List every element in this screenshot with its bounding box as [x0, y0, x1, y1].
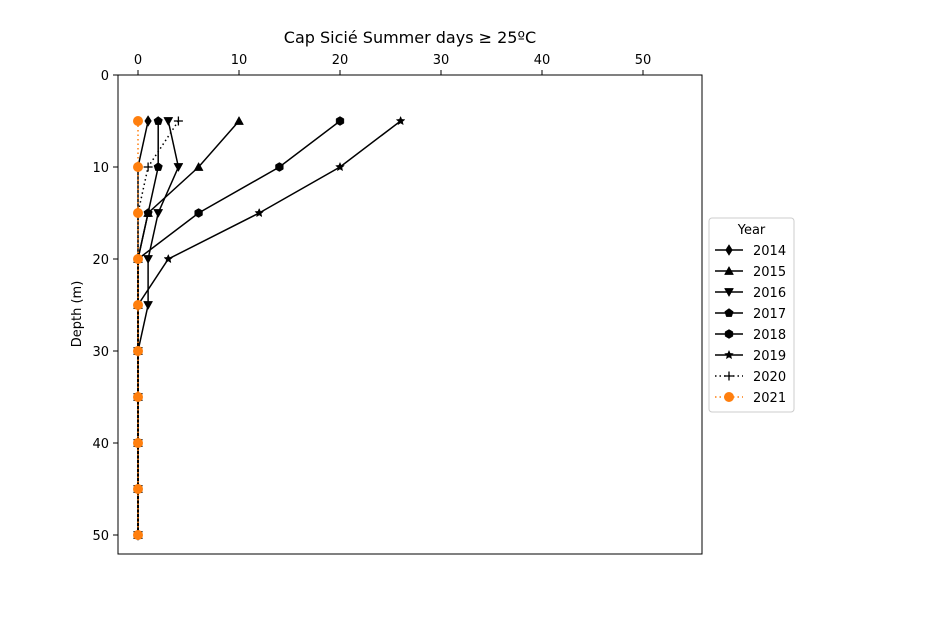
x-tick-label: 20	[332, 53, 349, 68]
legend-label: 2015	[753, 265, 786, 280]
legend-item-2017: 2017	[715, 307, 786, 322]
data-point-2020-5	[173, 116, 183, 126]
legend-marker-plus	[724, 371, 734, 381]
data-point-2014-5	[144, 115, 152, 127]
data-point-2018-10	[275, 162, 284, 172]
data-point-2021-10	[133, 162, 143, 172]
data-point-2020-10	[143, 162, 153, 172]
y-axis-label: Depth (m)	[70, 281, 85, 348]
y-tick-label: 50	[92, 529, 109, 544]
series-line-2020	[137, 120, 180, 535]
series-line-2017	[137, 121, 159, 535]
data-point-2017-5	[153, 116, 163, 125]
legend-label: 2014	[753, 244, 786, 259]
legend-item-2020: 2020	[715, 370, 786, 385]
series-line-2015	[137, 120, 240, 535]
legend-item-2021: 2021	[715, 391, 786, 406]
data-point-2021-50	[133, 530, 143, 540]
plot-area: 0 10 20 30 40 50 0 10 20 30 40 50	[92, 53, 703, 555]
data-point-2021-5	[133, 116, 143, 126]
legend-marker-triangle-down	[724, 288, 734, 298]
data-point-2016-5	[163, 117, 174, 127]
data-point-2019-15	[254, 207, 265, 218]
legend-marker-hexagon	[724, 329, 734, 339]
legend-item-2018: 2018	[715, 328, 786, 343]
legend-item-2019: 2019	[715, 349, 786, 364]
data-point-2015-5	[234, 115, 244, 125]
data-point-2016-25	[143, 301, 154, 311]
legend-marker-star	[724, 349, 734, 360]
legend-marker-triangle-up	[724, 265, 734, 275]
data-point-2017-10	[153, 162, 163, 171]
series-2019	[133, 115, 406, 540]
data-point-2019-10	[335, 161, 345, 172]
x-tick-label: 30	[433, 53, 450, 68]
series-line-2019	[137, 120, 402, 535]
legend-item-2016: 2016	[715, 286, 786, 301]
data-point-2021-15	[133, 208, 143, 218]
series-line-2018	[137, 120, 341, 535]
legend-label: 2017	[753, 307, 786, 322]
y-tick-label: 10	[92, 161, 109, 176]
data-point-2016-20	[143, 255, 154, 265]
legend-marker-pentagon	[724, 308, 734, 317]
legend-marker-diamond	[725, 244, 733, 256]
data-point-2016-15	[153, 209, 164, 219]
legend-item-2014: 2014	[715, 244, 786, 259]
y-tick-label: 20	[92, 253, 109, 268]
y-tick-label: 0	[101, 69, 109, 84]
series-line-2016	[137, 120, 180, 535]
data-point-2019-5	[395, 115, 406, 126]
plot-frame	[117, 74, 703, 555]
legend-title: Year	[737, 223, 766, 238]
data-point-2015-10	[193, 161, 204, 171]
y-tick-label: 30	[92, 345, 109, 360]
legend-label: 2021	[753, 391, 786, 406]
legend-label: 2020	[753, 370, 786, 385]
y-tick-label: 40	[92, 437, 109, 452]
data-point-2021-45	[133, 484, 143, 494]
data-point-2021-35	[133, 392, 143, 402]
x-tick-label: 50	[635, 53, 652, 68]
x-tick-label: 10	[231, 53, 248, 68]
legend-item-2015: 2015	[715, 265, 786, 280]
series-2016	[133, 117, 184, 541]
series-2018	[133, 116, 345, 540]
data-point-2019-20	[163, 253, 174, 264]
chart-title: Cap Sicié Summer days ≥ 25ºC	[284, 28, 536, 47]
series-2020	[133, 116, 183, 540]
data-point-2016-10	[173, 163, 184, 173]
series-2021	[133, 116, 143, 540]
legend-frame	[708, 217, 795, 413]
data-point-2017-15	[143, 208, 153, 217]
legend-label: 2016	[753, 286, 786, 301]
legend-label: 2018	[753, 328, 786, 343]
data-point-2021-30	[133, 346, 143, 356]
data-point-2018-5	[335, 116, 345, 126]
data-point-2021-40	[133, 438, 143, 448]
data-point-2021-20	[133, 254, 143, 264]
legend-label: 2019	[753, 349, 786, 364]
x-tick-label: 0	[134, 53, 142, 68]
data-point-2021-25	[133, 300, 143, 310]
data-point-2018-15	[194, 208, 203, 218]
series-2015	[133, 115, 244, 539]
x-tick-label: 40	[534, 53, 551, 68]
legend-marker-circle	[724, 392, 734, 402]
legend: Year 2014 2015 2016 2017 2018 2019 2020 2021	[708, 217, 795, 413]
